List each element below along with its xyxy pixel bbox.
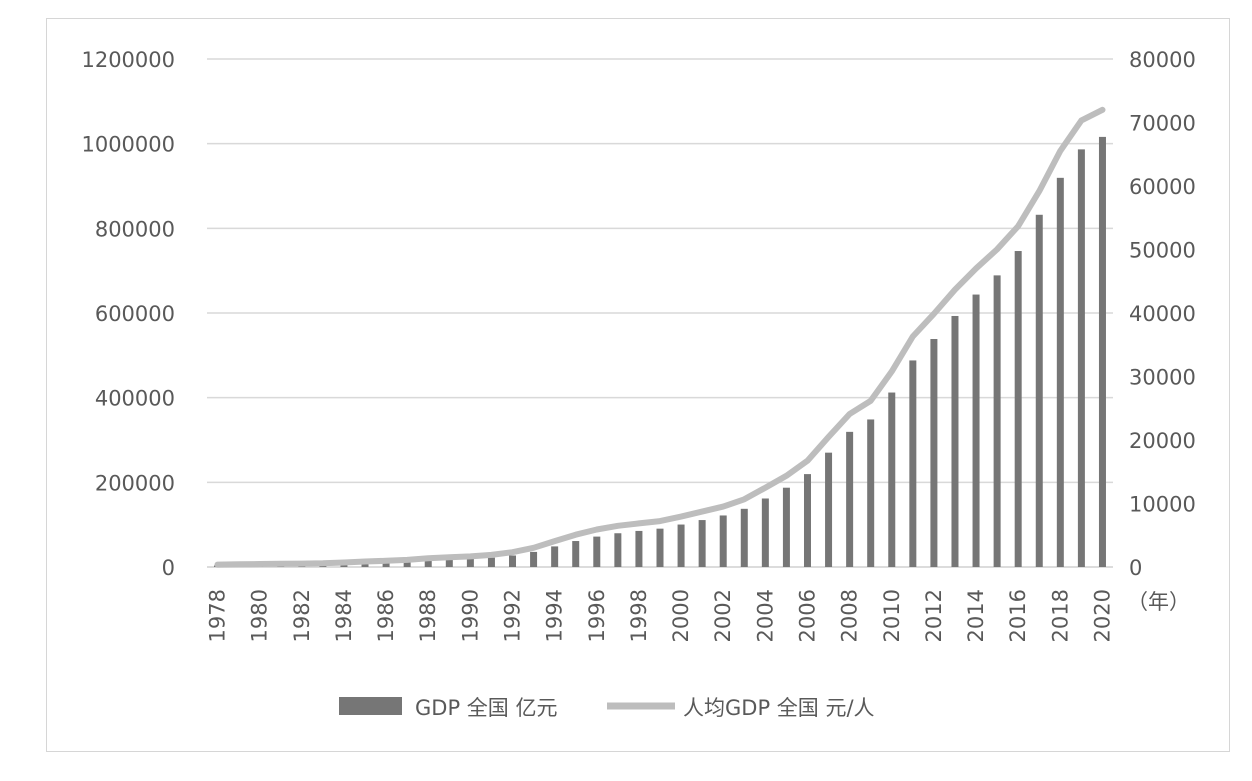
x-axis-tick-label: 1988 [416,589,440,642]
bar [1035,214,1043,567]
chart-frame: 0 200000 400000 600000 800000 1000000 1200000 0… [46,18,1230,752]
x-axis-tick-label: 2020 [1090,589,1114,642]
x-axis-tick-label: 1980 [248,589,272,642]
bar [656,528,664,567]
right-axis-tick-label: 10000 [1129,493,1196,517]
bar [1077,149,1085,568]
line-series [214,106,1106,568]
bar [951,315,959,567]
bar [719,515,727,567]
x-axis-tick-label: 1990 [458,589,482,642]
bar [698,520,706,567]
bar [825,452,833,567]
left-axis-tick-label: 1200000 [81,48,175,72]
legend: GDP 全国 亿元 人均GDP 全国 元/人 [339,696,875,720]
bar [761,498,769,567]
x-axis-tick-label: 2004 [753,589,777,642]
bar [361,563,369,567]
x-axis-tick-label: 1982 [290,589,314,642]
right-axis-tick-label: 40000 [1129,302,1196,326]
bar-series [214,136,1106,568]
x-axis-tick-label: 1986 [374,589,398,642]
chart-svg: 0 200000 400000 600000 800000 1000000 1200000 0… [81,48,1195,720]
bar [867,419,875,567]
bar [445,559,453,567]
left-axis-tick-label: 600000 [95,302,175,326]
bar [1014,251,1022,567]
x-axis-tick-label: 2002 [711,589,735,642]
bar [1098,136,1106,567]
bar [677,524,685,567]
legend-line-label: 人均GDP 全国 元/人 [683,696,875,720]
x-axis-tick-label: 1992 [501,589,525,642]
bar [487,557,495,567]
bar [803,474,811,567]
x-axis-tick-label: 1998 [627,589,651,642]
right-axis-tick-label: 30000 [1129,366,1196,390]
axis-labels: 0 200000 400000 600000 800000 1000000 1200000 0… [81,48,1195,642]
bar [909,360,917,567]
bar [993,275,1001,567]
right-axis-tick-label: 70000 [1129,112,1196,136]
bar [403,561,411,567]
right-axis-tick-label: 50000 [1129,239,1196,263]
legend-bar-swatch [339,697,402,715]
left-axis-tick-label: 0 [162,556,175,580]
x-axis-unit-label: （年） [1127,590,1190,614]
bar [551,546,559,567]
x-axis-tick-label: 1994 [543,589,567,642]
bar [593,536,601,567]
x-axis-tick-label: 2006 [795,589,819,642]
left-axis-tick-label: 1000000 [81,133,175,157]
gridlines [207,58,1113,568]
legend-bar-label: GDP 全国 亿元 [415,696,557,720]
left-axis-tick-label: 200000 [95,471,175,495]
bar [382,562,390,567]
bar [635,530,643,567]
bar [530,551,538,567]
x-axis-tick-label: 2010 [880,589,904,642]
bar [424,560,432,567]
bar [930,339,938,567]
bar [1056,177,1064,567]
x-axis-tick-label: 2008 [838,589,862,642]
x-axis-tick-label: 2016 [1006,589,1030,642]
left-axis-tick-label: 400000 [95,387,175,411]
x-axis-tick-label: 2014 [964,589,988,642]
right-axis-tick-label: 0 [1129,556,1142,580]
bar [614,533,622,567]
series-line [214,106,1106,568]
bar [572,541,580,567]
bar [846,431,854,567]
x-axis-tick-label: 1978 [206,589,230,642]
right-axis-tick-label: 60000 [1129,175,1196,199]
x-axis-tick-label: 1996 [585,589,609,642]
right-axis-tick-label: 80000 [1129,48,1196,72]
left-axis-tick-label: 800000 [95,217,175,241]
x-axis-tick-label: 1984 [332,589,356,642]
bar [509,555,517,567]
x-axis-tick-label: 2012 [922,589,946,642]
bar [972,294,980,567]
bar [782,487,790,567]
bar [740,508,748,567]
bar [888,392,896,567]
x-axis-tick-label: 2018 [1048,589,1072,642]
right-axis-tick-label: 20000 [1129,429,1196,453]
bar [466,559,474,567]
x-axis-tick-label: 2000 [669,589,693,642]
